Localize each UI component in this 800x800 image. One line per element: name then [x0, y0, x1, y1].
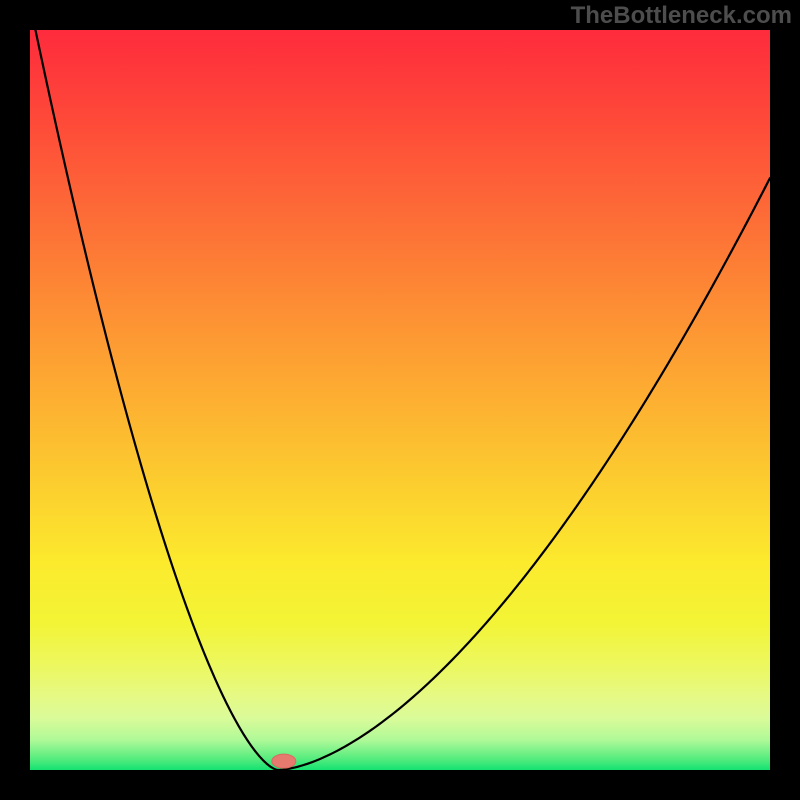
bottleneck-chart	[0, 0, 800, 800]
bottleneck-marker	[272, 754, 296, 768]
plot-background	[30, 30, 770, 770]
watermark-text: TheBottleneck.com	[571, 2, 792, 30]
